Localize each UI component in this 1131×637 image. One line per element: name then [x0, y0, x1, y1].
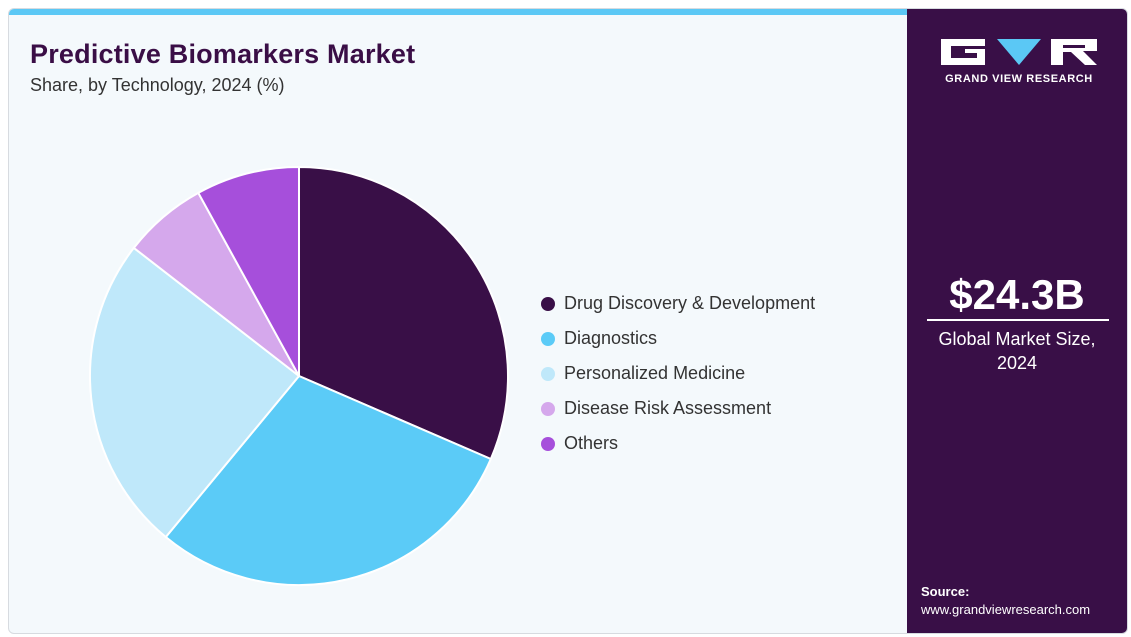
pie-slice-diagnostics [164, 374, 493, 586]
logo-wordmark: GRAND VIEW RESEARCH [945, 73, 1093, 85]
legend-swatch [541, 436, 555, 451]
legend-item: Drug Discovery & Development [541, 286, 815, 321]
legend-swatch [541, 331, 555, 346]
info-sidebar: GRAND VIEW RESEARCH $24.3B Global Market… [907, 9, 1127, 633]
chart-title: Predictive Biomarkers Market [30, 39, 416, 69]
legend-label: Diagnostics [564, 328, 658, 348]
chart-card: Predictive Biomarkers Market Share, by T… [8, 8, 1128, 634]
legend-label: Disease Risk Assessment [564, 398, 772, 418]
pie-chart [89, 165, 509, 586]
market-size-value: $24.3B [949, 271, 1085, 318]
pie-slice-others [196, 165, 300, 377]
pie-slice-personalized-medicine [89, 246, 301, 539]
market-size-label: Global Market Size, 2024 [938, 329, 1096, 373]
chart-legend: Drug Discovery & Development Diagnostics P… [541, 286, 815, 461]
legend-item: Disease Risk Assessment [541, 391, 815, 426]
legend-label: Others [564, 433, 619, 453]
top-accent-bar [9, 9, 909, 15]
legend-swatch [541, 366, 555, 381]
legend-swatch [541, 401, 555, 416]
legend-item: Personalized Medicine [541, 356, 815, 391]
pie-slice-drug-discovery-development [298, 165, 509, 461]
legend-label: Personalized Medicine [564, 363, 746, 383]
chart-subtitle: Share, by Technology, 2024 (%) [30, 75, 285, 95]
legend-item: Others [541, 426, 815, 461]
value-divider [927, 319, 1109, 321]
legend-label: Drug Discovery & Development [564, 293, 816, 313]
source-label: Source: [921, 584, 970, 599]
legend-swatch [541, 296, 555, 311]
gvr-logo-icon [941, 39, 1097, 65]
source-url: www.grandviewresearch.com [921, 602, 1091, 617]
legend-item: Diagnostics [541, 321, 815, 356]
